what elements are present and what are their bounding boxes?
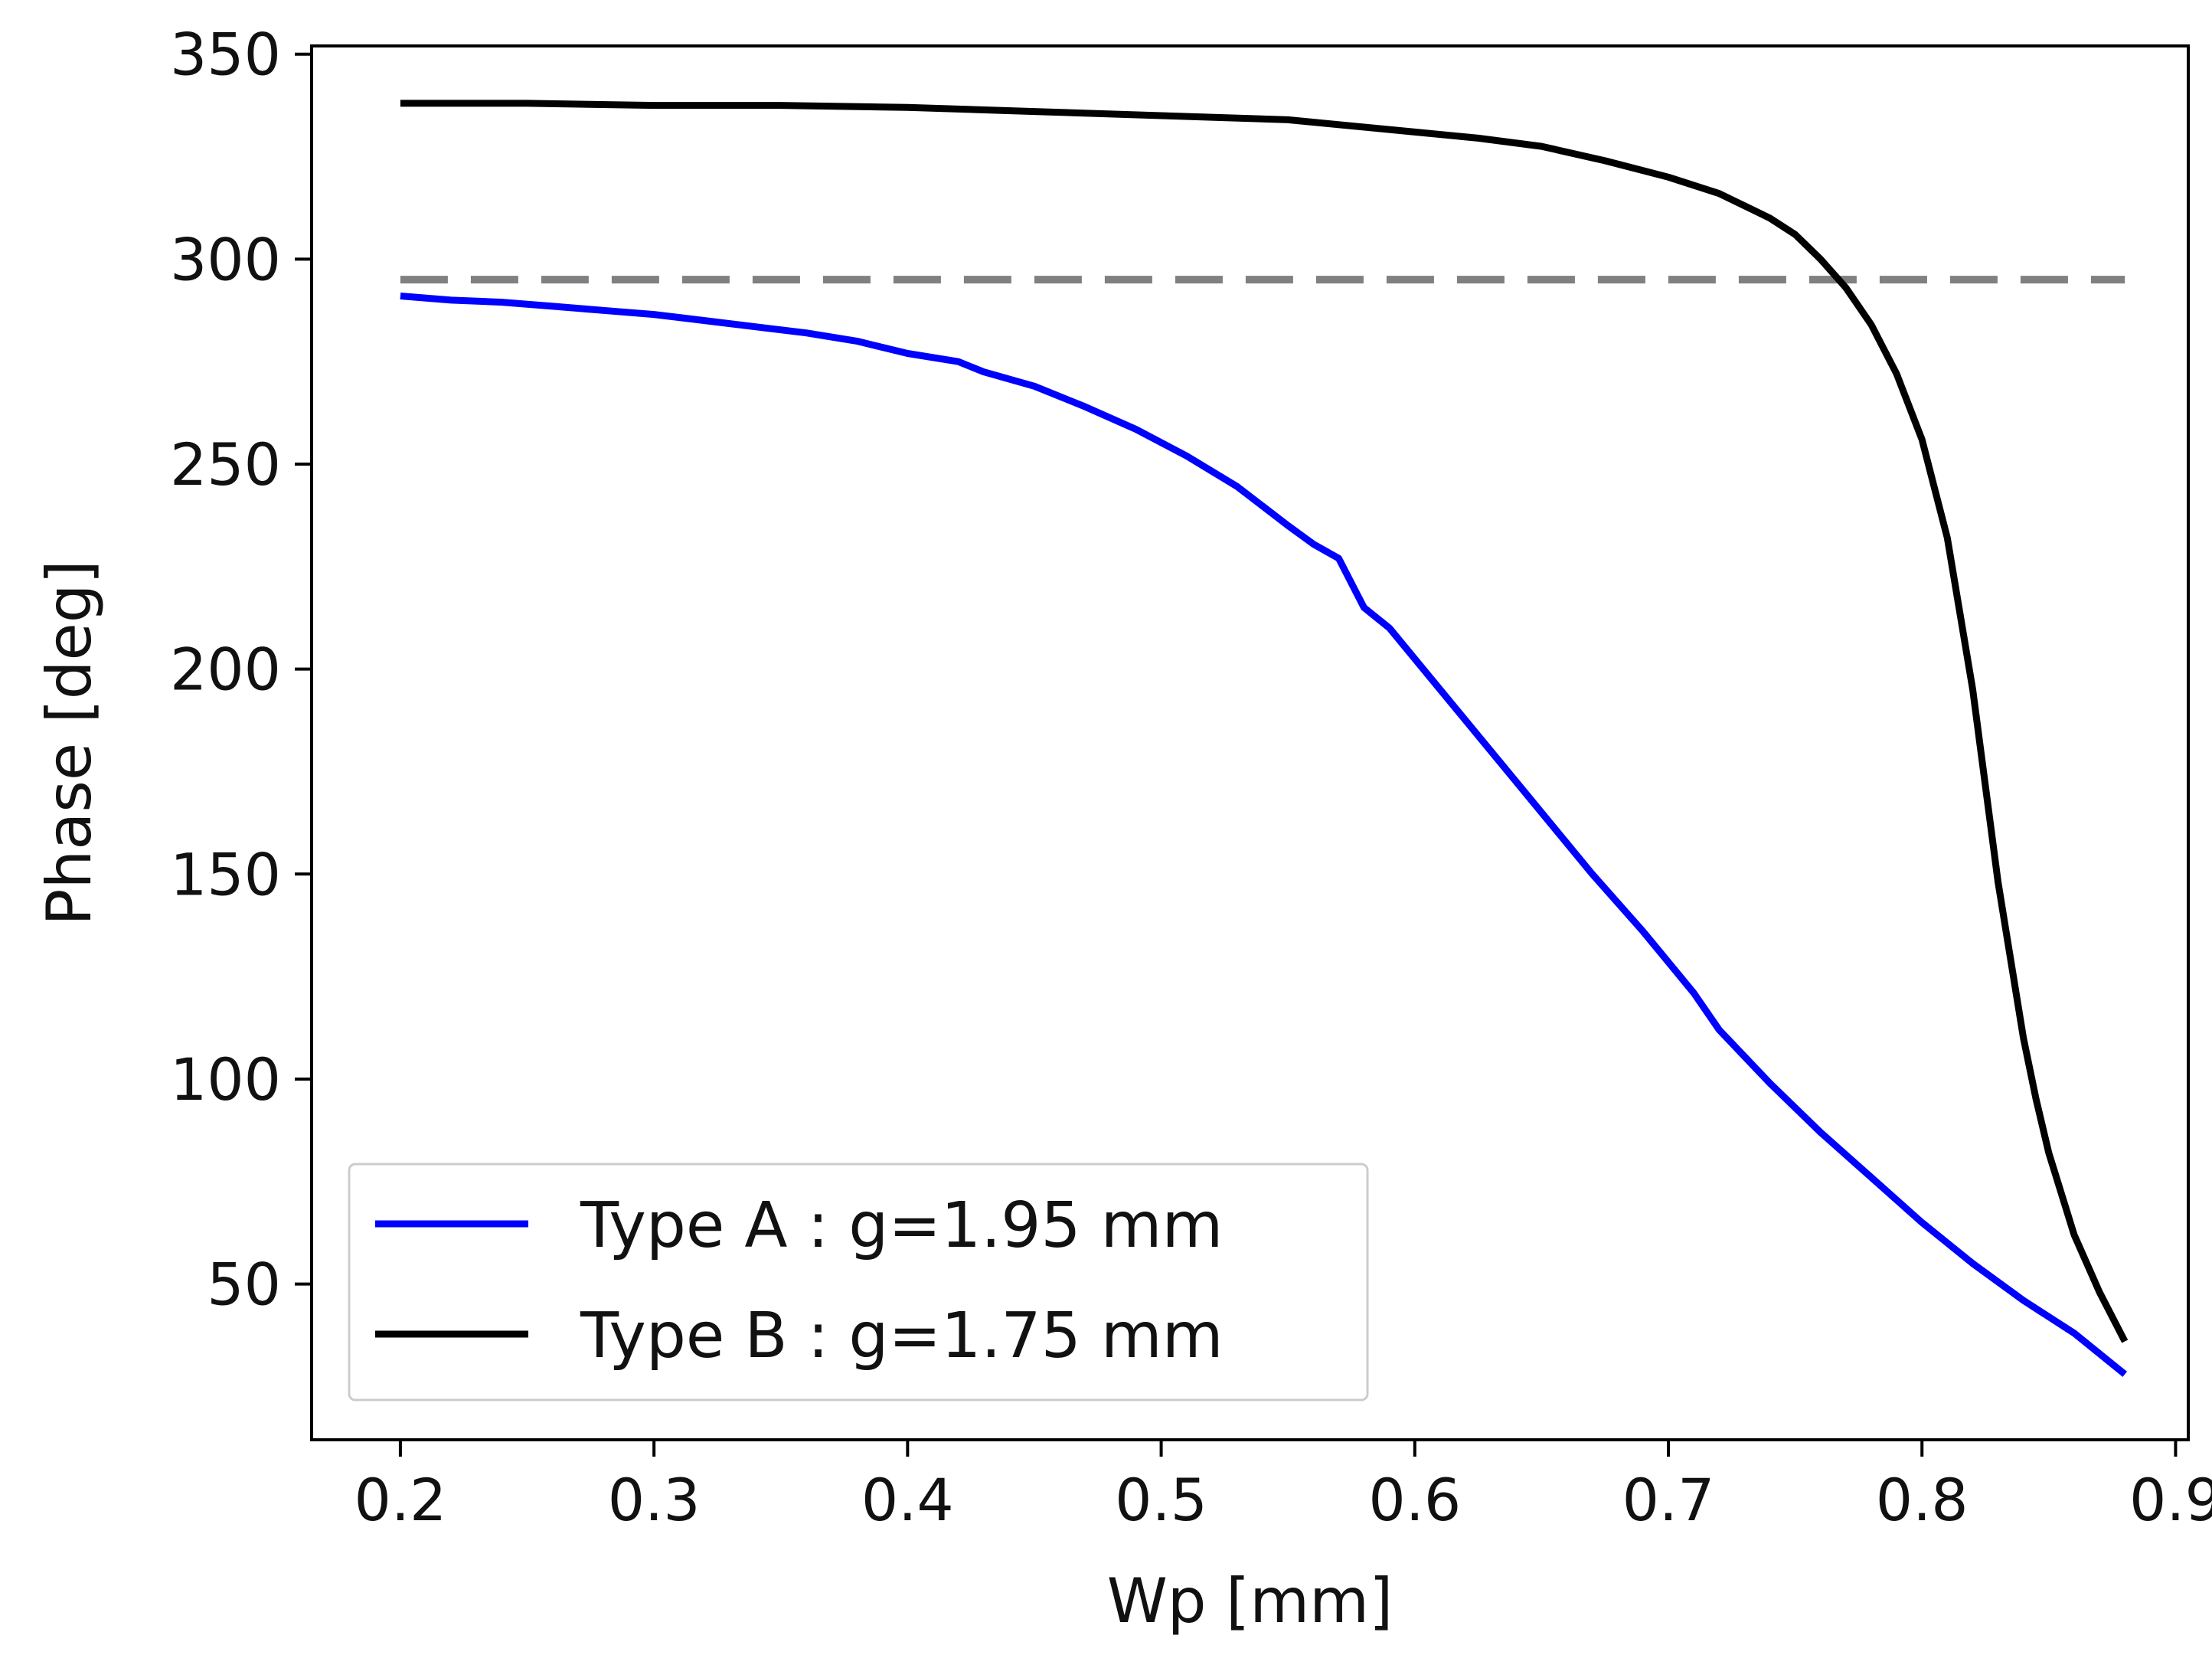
legend-label-type-a: Type A : g=1.95 mm: [580, 1189, 1223, 1262]
y-tick-label: 250: [170, 430, 281, 499]
x-tick-label: 0.6: [1368, 1466, 1461, 1534]
legend: Type A : g=1.95 mm Type B : g=1.75 mm: [348, 1163, 1369, 1402]
y-tick-label: 150: [170, 840, 281, 908]
x-tick-label: 0.5: [1115, 1466, 1207, 1534]
x-axis-label: Wp [mm]: [1107, 1565, 1394, 1637]
y-tick-label: 100: [170, 1045, 281, 1114]
x-tick-label: 0.4: [861, 1466, 954, 1534]
series-line-type-b: [400, 100, 2129, 1343]
y-axis-label: Phase [deg]: [34, 560, 105, 926]
legend-label-type-b: Type B : g=1.75 mm: [580, 1300, 1224, 1372]
series-layer: [400, 100, 2129, 1377]
y-tick-label: 300: [170, 225, 281, 293]
x-tick-label: 0.7: [1622, 1466, 1715, 1534]
x-tick-label: 0.8: [1876, 1466, 1969, 1534]
y-tick-label: 50: [207, 1251, 281, 1319]
y-tick-label: 200: [170, 636, 281, 704]
series-line-type-a: [400, 293, 2128, 1377]
x-tick-label: 0.3: [608, 1466, 701, 1534]
y-tick-label: 350: [170, 21, 281, 89]
x-tick-label: 0.9: [2129, 1466, 2212, 1534]
plot-frame: [310, 44, 2190, 1441]
x-axis-ticks: 0.2 0.3 0.4 0.5 0.6 0.7 0.8 0.9: [354, 1440, 2212, 1534]
legend-box: [348, 1163, 1369, 1402]
x-tick-label: 0.2: [354, 1466, 446, 1534]
y-axis-ticks: 50 100 150 200 250 300 350: [170, 21, 312, 1319]
